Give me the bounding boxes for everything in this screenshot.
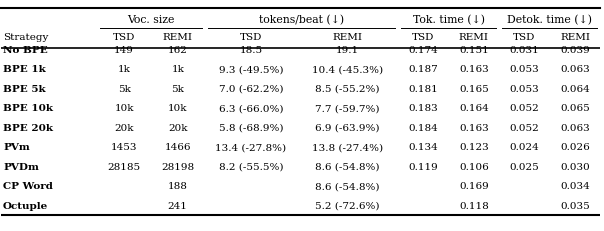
Text: 0.181: 0.181 bbox=[408, 85, 438, 93]
Text: Voc. size: Voc. size bbox=[127, 15, 175, 25]
Text: 5.8 (-68.9%): 5.8 (-68.9%) bbox=[219, 123, 283, 132]
Text: 18.5: 18.5 bbox=[239, 46, 263, 55]
Text: 0.030: 0.030 bbox=[560, 162, 590, 171]
Text: 0.031: 0.031 bbox=[510, 46, 539, 55]
Text: 13.8 (-27.4%): 13.8 (-27.4%) bbox=[312, 143, 384, 152]
Text: 20k: 20k bbox=[114, 123, 134, 132]
Text: 0.118: 0.118 bbox=[459, 201, 489, 210]
Text: 10.4 (-45.3%): 10.4 (-45.3%) bbox=[312, 65, 384, 74]
Text: 28185: 28185 bbox=[108, 162, 141, 171]
Text: 0.151: 0.151 bbox=[459, 46, 489, 55]
Text: 0.065: 0.065 bbox=[560, 104, 590, 113]
Text: 7.0 (-62.2%): 7.0 (-62.2%) bbox=[219, 85, 283, 93]
Text: 8.6 (-54.8%): 8.6 (-54.8%) bbox=[315, 181, 380, 190]
Text: 5k: 5k bbox=[172, 85, 184, 93]
Text: tokens/beat (↓): tokens/beat (↓) bbox=[259, 15, 344, 25]
Text: 6.3 (-66.0%): 6.3 (-66.0%) bbox=[219, 104, 283, 113]
Text: 6.9 (-63.9%): 6.9 (-63.9%) bbox=[315, 123, 380, 132]
Text: 0.035: 0.035 bbox=[560, 201, 590, 210]
Text: 0.052: 0.052 bbox=[510, 104, 539, 113]
Text: BPE 20k: BPE 20k bbox=[3, 123, 53, 132]
Text: 5.2 (-72.6%): 5.2 (-72.6%) bbox=[315, 201, 380, 210]
Text: No BPE: No BPE bbox=[3, 46, 48, 55]
Text: 8.5 (-55.2%): 8.5 (-55.2%) bbox=[315, 85, 380, 93]
Text: 0.026: 0.026 bbox=[560, 143, 590, 152]
Text: 0.183: 0.183 bbox=[408, 104, 438, 113]
Text: PVDm: PVDm bbox=[3, 162, 39, 171]
Text: 0.169: 0.169 bbox=[459, 181, 489, 190]
Text: 188: 188 bbox=[168, 181, 188, 190]
Text: 9.3 (-49.5%): 9.3 (-49.5%) bbox=[219, 65, 283, 74]
Text: 0.164: 0.164 bbox=[459, 104, 489, 113]
Text: BPE 1k: BPE 1k bbox=[3, 65, 46, 74]
Text: 162: 162 bbox=[168, 46, 188, 55]
Text: 0.119: 0.119 bbox=[408, 162, 438, 171]
Text: 0.134: 0.134 bbox=[408, 143, 438, 152]
Text: 28198: 28198 bbox=[161, 162, 194, 171]
Text: 10k: 10k bbox=[168, 104, 187, 113]
Text: 0.187: 0.187 bbox=[408, 65, 438, 74]
Text: PVm: PVm bbox=[3, 143, 30, 152]
Text: 0.025: 0.025 bbox=[510, 162, 539, 171]
Text: 0.064: 0.064 bbox=[560, 85, 590, 93]
Text: TSD: TSD bbox=[240, 33, 262, 42]
Text: REMI: REMI bbox=[162, 33, 193, 42]
Text: 8.2 (-55.5%): 8.2 (-55.5%) bbox=[219, 162, 283, 171]
Text: 19.1: 19.1 bbox=[336, 46, 359, 55]
Text: TSD: TSD bbox=[513, 33, 536, 42]
Text: 0.063: 0.063 bbox=[560, 65, 590, 74]
Text: 1k: 1k bbox=[118, 65, 130, 74]
Text: TSD: TSD bbox=[412, 33, 434, 42]
Text: Strategy: Strategy bbox=[3, 33, 48, 42]
Text: 0.052: 0.052 bbox=[510, 123, 539, 132]
Text: 5k: 5k bbox=[118, 85, 130, 93]
Text: 0.123: 0.123 bbox=[459, 143, 489, 152]
Text: REMI: REMI bbox=[459, 33, 489, 42]
Text: 0.063: 0.063 bbox=[560, 123, 590, 132]
Text: 149: 149 bbox=[114, 46, 134, 55]
Text: Detok. time (↓): Detok. time (↓) bbox=[507, 15, 592, 25]
Text: 241: 241 bbox=[168, 201, 188, 210]
Text: 0.034: 0.034 bbox=[560, 181, 590, 190]
Text: REMI: REMI bbox=[560, 33, 590, 42]
Text: BPE 5k: BPE 5k bbox=[3, 85, 46, 93]
Text: REMI: REMI bbox=[333, 33, 363, 42]
Text: 0.184: 0.184 bbox=[408, 123, 438, 132]
Text: 0.053: 0.053 bbox=[510, 85, 539, 93]
Text: 1k: 1k bbox=[172, 65, 184, 74]
Text: BPE 10k: BPE 10k bbox=[3, 104, 53, 113]
Text: 1453: 1453 bbox=[111, 143, 138, 152]
Text: 0.106: 0.106 bbox=[459, 162, 489, 171]
Text: 0.163: 0.163 bbox=[459, 123, 489, 132]
Text: 10k: 10k bbox=[114, 104, 134, 113]
Text: TSD: TSD bbox=[113, 33, 135, 42]
Text: 0.053: 0.053 bbox=[510, 65, 539, 74]
Text: 7.7 (-59.7%): 7.7 (-59.7%) bbox=[315, 104, 380, 113]
Text: Octuple: Octuple bbox=[3, 201, 48, 210]
Text: Tok. time (↓): Tok. time (↓) bbox=[413, 15, 484, 25]
Text: 20k: 20k bbox=[168, 123, 187, 132]
Text: 0.174: 0.174 bbox=[408, 46, 438, 55]
Text: 0.039: 0.039 bbox=[560, 46, 590, 55]
Text: 0.024: 0.024 bbox=[510, 143, 539, 152]
Text: 1466: 1466 bbox=[164, 143, 191, 152]
Text: CP Word: CP Word bbox=[3, 181, 53, 190]
Text: 13.4 (-27.8%): 13.4 (-27.8%) bbox=[216, 143, 286, 152]
Text: 0.163: 0.163 bbox=[459, 65, 489, 74]
Text: 0.165: 0.165 bbox=[459, 85, 489, 93]
Text: 8.6 (-54.8%): 8.6 (-54.8%) bbox=[315, 162, 380, 171]
